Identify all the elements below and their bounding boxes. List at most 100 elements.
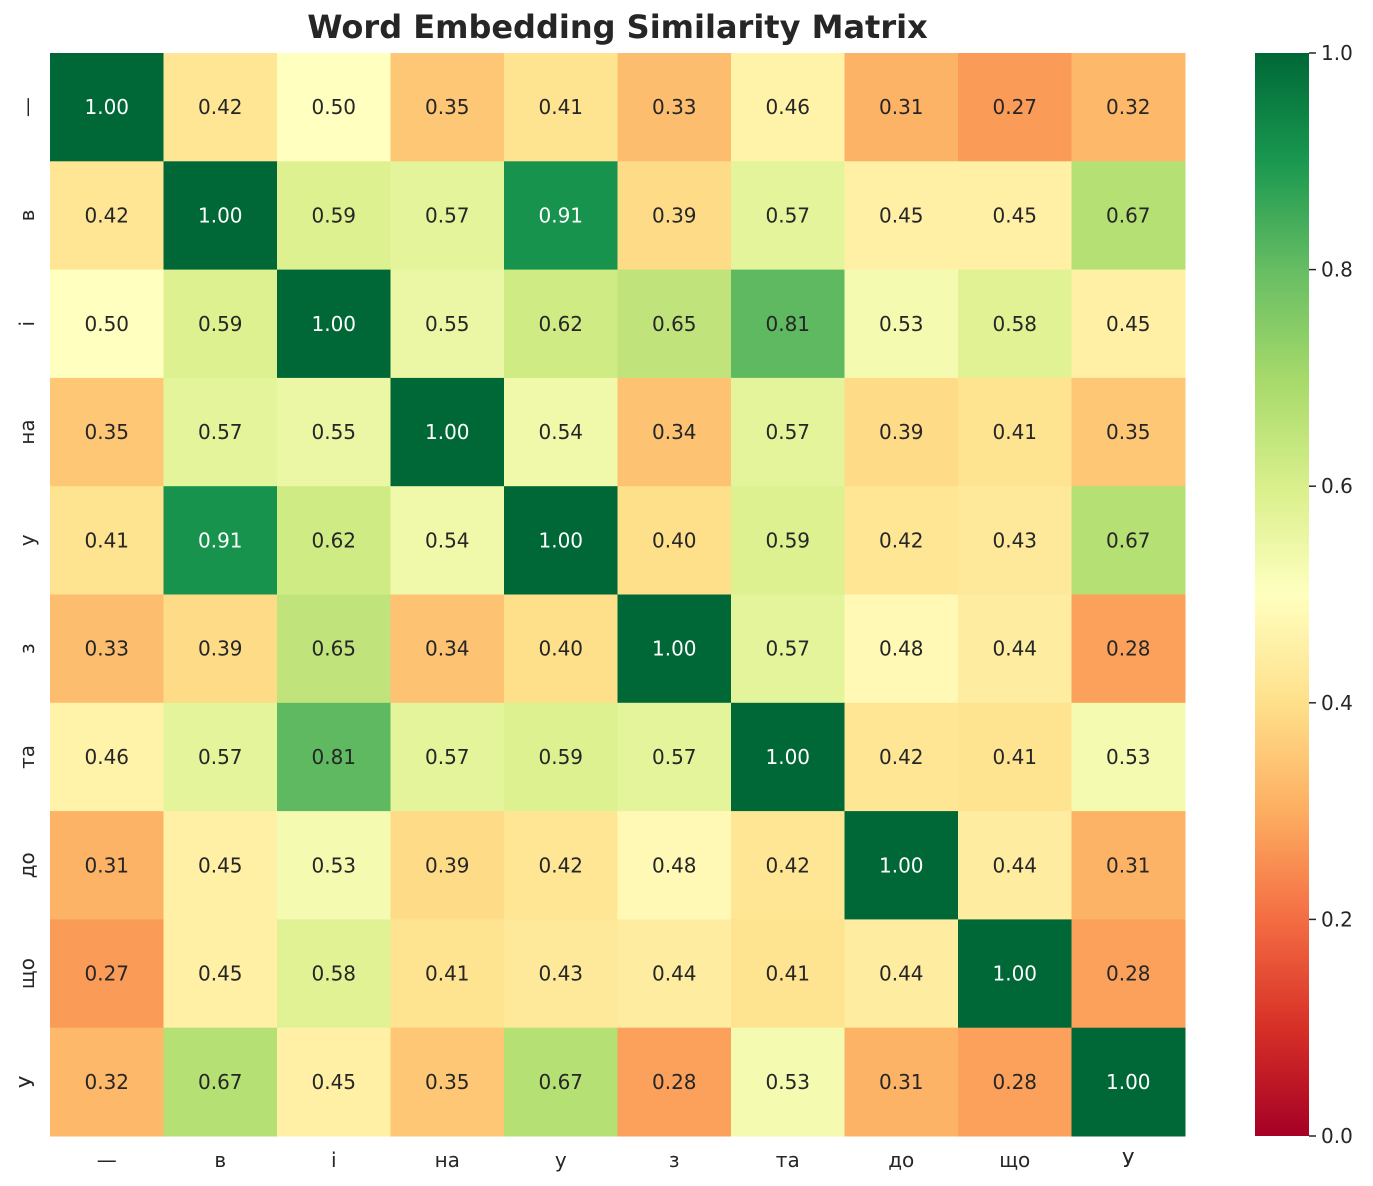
cell-value-label: 1.00 [198, 203, 243, 227]
cell-value-label: 0.28 [1106, 962, 1151, 986]
cell-value-label: 0.45 [879, 203, 924, 227]
cell-value-label: 0.28 [1106, 637, 1151, 661]
heatmap-cell [50, 53, 164, 162]
heatmap-cell [617, 594, 732, 704]
cell-value-label: 0.28 [992, 1070, 1037, 1094]
x-tick-label: — [97, 1148, 117, 1172]
heatmap-cell [163, 1027, 278, 1137]
cell-value-label: 0.34 [652, 420, 697, 444]
heatmap-cell [844, 161, 959, 271]
cell-value-label: 0.81 [311, 745, 356, 769]
cell-value-label: 0.50 [84, 312, 129, 336]
cell-value-label: 0.65 [652, 312, 697, 336]
heatmap-cell [1071, 594, 1186, 704]
heatmap-cell [617, 377, 732, 487]
heatmap-cell [277, 702, 391, 812]
heatmap-cell [504, 594, 618, 704]
cell-value-label: 0.31 [879, 95, 924, 119]
cell-value-label: 0.32 [84, 1070, 129, 1094]
cell-value-label: 1.00 [1106, 1070, 1151, 1094]
cell-value-label: 0.45 [311, 1070, 356, 1094]
heatmap-cell [731, 702, 845, 812]
cell-value-label: 1.00 [538, 528, 583, 552]
heatmap-cell [958, 377, 1072, 487]
heatmap-cell [844, 702, 959, 812]
cell-value-label: 0.41 [425, 962, 470, 986]
y-tick-label: що [15, 958, 39, 989]
cell-value-label: 1.00 [765, 745, 810, 769]
cell-value-label: 0.41 [84, 528, 129, 552]
heatmap-cell [844, 486, 959, 595]
heatmap-cell [731, 486, 845, 595]
cell-value-label: 0.42 [765, 853, 810, 877]
cell-value-label: 0.53 [1106, 745, 1151, 769]
heatmap-cell [163, 811, 278, 920]
cell-value-label: 0.27 [992, 95, 1037, 119]
cell-value-label: 1.00 [425, 420, 470, 444]
heatmap-cell [617, 161, 732, 271]
heatmap-cell [277, 377, 391, 487]
heatmap-cell [163, 269, 278, 379]
heatmap-cell [844, 53, 959, 162]
heatmap-cell [163, 377, 278, 487]
colorbar-tick-label: 0.0 [1321, 1124, 1353, 1148]
heatmap-cell [958, 919, 1072, 1029]
heatmap-cell [958, 161, 1072, 271]
heatmap-cell [958, 269, 1072, 379]
heatmap-cell [390, 919, 505, 1029]
cell-value-label: 0.59 [198, 312, 243, 336]
cell-value-label: 0.43 [538, 962, 583, 986]
heatmap-cell [390, 53, 505, 162]
cell-value-label: 0.46 [84, 745, 129, 769]
cell-value-label: 0.42 [198, 95, 243, 119]
x-tick-label: в [214, 1148, 226, 1172]
heatmap-cell [617, 269, 732, 379]
colorbar: 0.0 0.2 0.4 0.6 0.8 1.0 [1255, 41, 1353, 1148]
heatmap-cell [163, 702, 278, 812]
heatmap-cell [844, 269, 959, 379]
cell-value-label: 0.44 [992, 637, 1037, 661]
heatmap-cell [50, 1027, 164, 1137]
heatmap-cell [1071, 486, 1186, 595]
heatmap-cell [390, 811, 505, 920]
heatmap-cell [617, 811, 732, 920]
cell-value-label: 1.00 [879, 853, 924, 877]
cell-value-label: 0.54 [425, 528, 470, 552]
x-axis-tick-labels: — в і на у з та до що У [97, 1148, 1135, 1172]
heatmap-cell [617, 919, 732, 1029]
heatmap-cell [50, 702, 164, 812]
heatmap-cell [958, 702, 1072, 812]
heatmap-cell [731, 269, 845, 379]
cell-value-label: 1.00 [84, 95, 129, 119]
heatmap-cell [1071, 161, 1186, 271]
cell-value-label: 0.62 [538, 312, 583, 336]
heatmap-cell [277, 1027, 391, 1137]
heatmap-cell [390, 702, 505, 812]
heatmap-cell [390, 486, 505, 595]
y-tick-label: та [15, 745, 39, 769]
heatmap-cell [731, 919, 845, 1029]
cell-value-label: 0.44 [879, 962, 924, 986]
heatmap-cell [163, 53, 278, 162]
cell-value-label: 0.59 [538, 745, 583, 769]
cell-value-label: 0.91 [198, 528, 243, 552]
heatmap-cell [1071, 702, 1186, 812]
cell-value-label: 0.45 [992, 203, 1037, 227]
heatmap-cell [617, 1027, 732, 1137]
x-tick-label: з [669, 1148, 680, 1172]
y-tick-label: з [15, 643, 39, 654]
y-tick-label: до [15, 852, 39, 878]
heatmap-cell [277, 161, 391, 271]
cell-value-label: 0.41 [765, 962, 810, 986]
heatmap-cell [163, 161, 278, 271]
x-tick-label: до [888, 1148, 914, 1172]
heatmap-cell [163, 486, 278, 595]
cell-value-label: 0.41 [992, 745, 1037, 769]
cell-value-label: 0.44 [652, 962, 697, 986]
cell-value-label: 0.48 [652, 853, 697, 877]
heatmap-cell [504, 53, 618, 162]
colorbar-tick-label: 0.4 [1321, 691, 1353, 715]
heatmap-cell [50, 269, 164, 379]
heatmap-cell [50, 919, 164, 1029]
